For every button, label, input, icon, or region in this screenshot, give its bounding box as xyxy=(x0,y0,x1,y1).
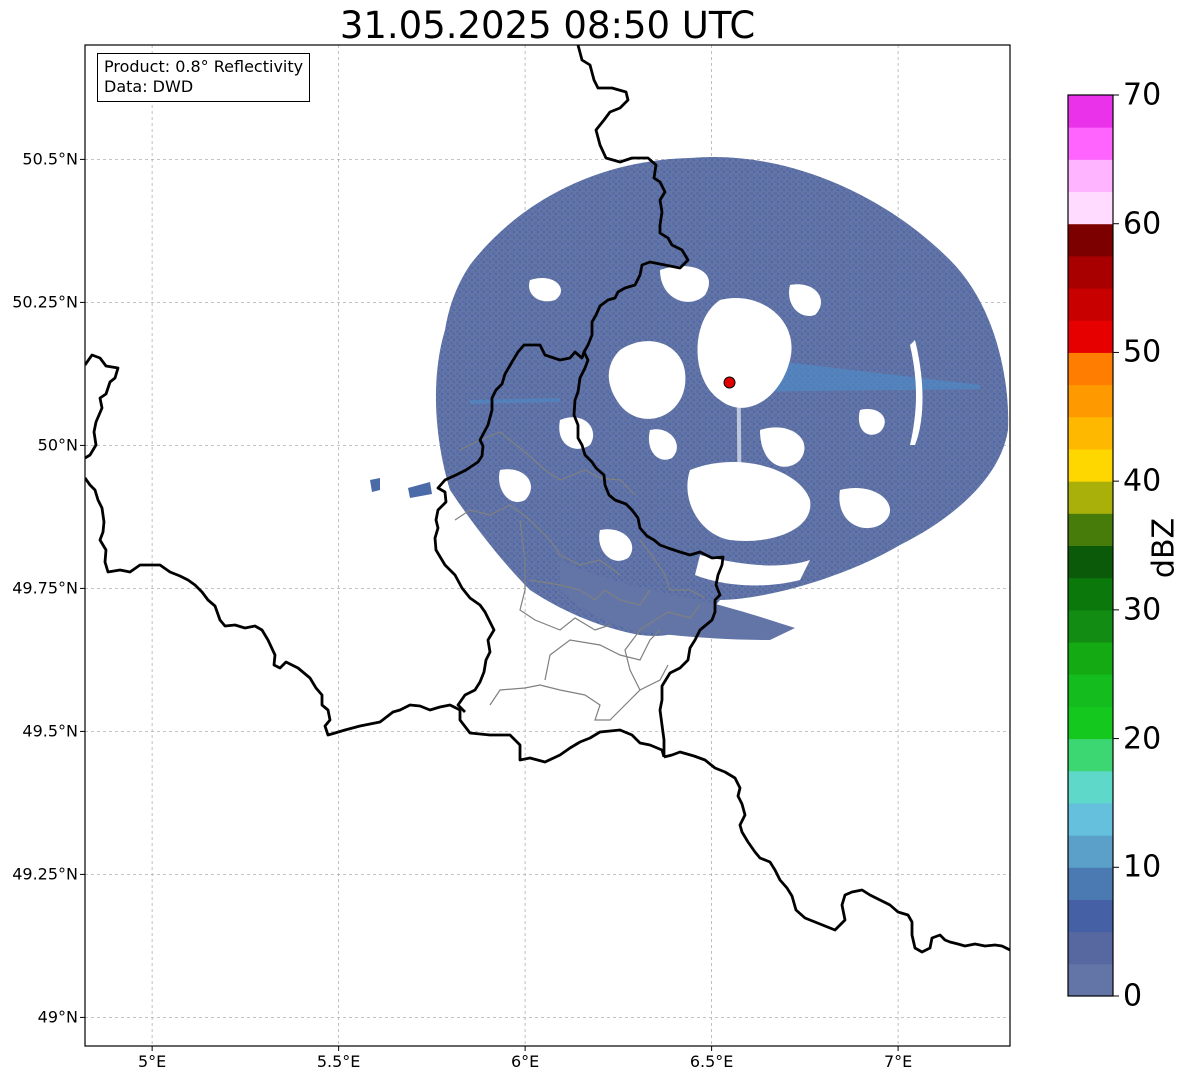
info-box: Product: 0.8° Reflectivity Data: DWD xyxy=(97,53,311,102)
colorbar-segment xyxy=(1068,577,1113,611)
lon-ticks xyxy=(151,1046,899,1051)
colorbar-frame xyxy=(1067,94,1114,997)
colorbar-segment xyxy=(1068,223,1113,257)
map-frame xyxy=(84,44,1011,1047)
colorbar-tick-label: 20 xyxy=(1123,721,1162,757)
colorbar-segment xyxy=(1068,384,1113,418)
colorbar-segment xyxy=(1068,352,1113,386)
lon-label: 5.5°E xyxy=(316,1052,361,1071)
lon-label: 5°E xyxy=(137,1052,167,1071)
colorbar-tick-label: 40 xyxy=(1123,463,1162,499)
lat-label: 49°N xyxy=(37,1007,78,1027)
lat-ticks xyxy=(80,158,85,1018)
colorbar-segment xyxy=(1068,835,1113,868)
colorbar-segment xyxy=(1068,642,1113,675)
lat-label: 49.5°N xyxy=(22,721,78,741)
colorbar-tick-label: 0 xyxy=(1123,978,1143,1014)
lon-label: 7°E xyxy=(883,1052,913,1071)
colorbar-segment xyxy=(1068,320,1113,353)
colorbar-segment xyxy=(1068,802,1113,836)
country-borders xyxy=(85,45,1010,954)
colorbar-tick-label: 10 xyxy=(1123,849,1162,885)
colorbar-segment xyxy=(1068,255,1113,289)
colorbar-segment xyxy=(1068,95,1113,128)
colorbar-segment xyxy=(1068,674,1113,707)
colorbar-segment xyxy=(1068,159,1113,193)
colorbar-ticks xyxy=(1113,94,1119,997)
lon-label: 6°E xyxy=(510,1052,540,1071)
colorbar-segment xyxy=(1068,416,1113,450)
colorbar-segment xyxy=(1068,899,1113,933)
lat-label: 50.5°N xyxy=(22,149,78,169)
colorbar-tick-label: 60 xyxy=(1123,206,1162,242)
colorbar-segment xyxy=(1068,931,1113,965)
colorbar-segment xyxy=(1068,738,1113,772)
colorbar-segment xyxy=(1068,448,1113,482)
colorbar-segment xyxy=(1068,963,1113,997)
region-borders xyxy=(454,431,706,721)
lat-label: 50.25°N xyxy=(12,292,78,312)
radar-echo xyxy=(370,156,1009,640)
radar-site-marker xyxy=(723,376,736,389)
colorbar-segment xyxy=(1068,481,1113,514)
colorbar xyxy=(1068,95,1113,997)
colorbar-title: dBZ xyxy=(1146,517,1182,579)
map-title: 31.05.2025 08:50 UTC xyxy=(339,4,756,47)
colorbar-tick-label: 70 xyxy=(1123,77,1162,113)
colorbar-segment xyxy=(1068,545,1113,579)
colorbar-segment xyxy=(1068,609,1113,643)
lat-label: 50°N xyxy=(37,435,78,455)
colorbar-segment xyxy=(1068,770,1113,804)
colorbar-segment xyxy=(1068,867,1113,900)
data-source-label: Data: DWD xyxy=(104,77,194,96)
colorbar-segment xyxy=(1068,513,1113,546)
colorbar-segment xyxy=(1068,288,1113,321)
lat-label: 49.75°N xyxy=(12,578,78,598)
colorbar-segment xyxy=(1068,706,1113,740)
colorbar-segment xyxy=(1068,127,1113,160)
lat-label: 49.25°N xyxy=(12,864,78,884)
lon-label: 6.5°E xyxy=(689,1052,734,1071)
colorbar-tick-label: 50 xyxy=(1123,334,1162,370)
product-label: Product: 0.8° Reflectivity xyxy=(104,57,304,76)
colorbar-segment xyxy=(1068,191,1113,225)
colorbar-tick-label: 30 xyxy=(1123,592,1162,628)
